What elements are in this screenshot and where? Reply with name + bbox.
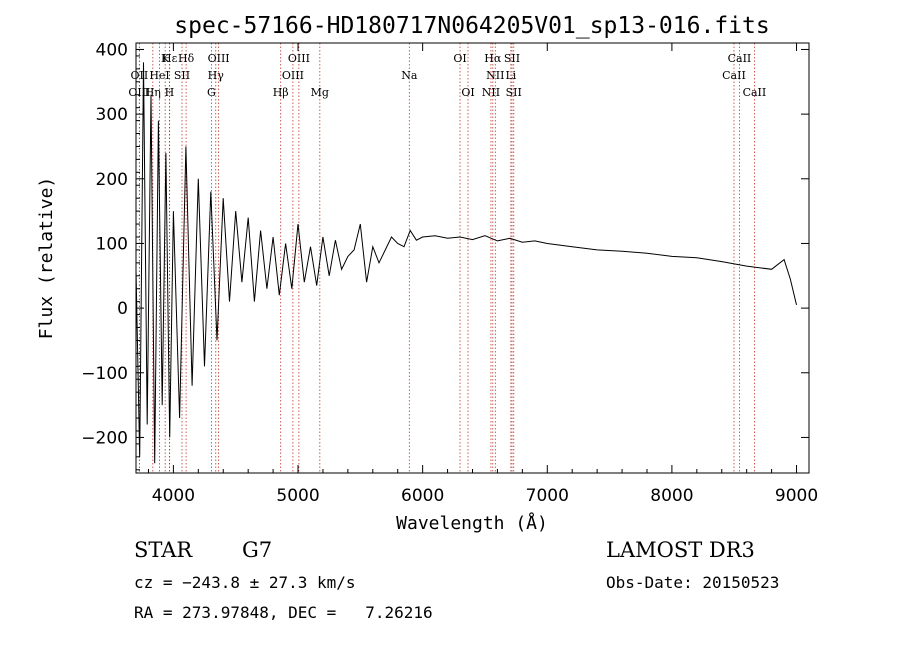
y-tick-label: −100 xyxy=(81,364,128,384)
x-tick-label: 4000 xyxy=(152,486,195,506)
spectral-line-label: Hη xyxy=(145,86,161,99)
spectral-line-label: Hα xyxy=(484,52,502,65)
spectral-line-label: NII xyxy=(486,69,504,82)
chart-title: spec-57166-HD180717N064205V01_sp13-016.f… xyxy=(174,13,769,39)
spectral-line-label: Hγ xyxy=(208,69,225,82)
spectral-line-label: CaII xyxy=(743,86,767,99)
spectral-line-label: K xyxy=(161,52,170,65)
y-tick-label: −200 xyxy=(81,428,128,448)
x-tick-label: 7000 xyxy=(526,486,569,506)
spectral-line-label: CaII xyxy=(728,52,752,65)
spectral-line-label: Hβ xyxy=(273,86,289,99)
survey-name: LAMOST DR3 xyxy=(606,538,755,562)
spectral-line-markers xyxy=(138,43,755,473)
obs-date: Obs-Date: 20150523 xyxy=(606,573,780,592)
spectral-line-label: Li xyxy=(505,69,516,82)
spectral-line-label: HeI xyxy=(149,69,169,82)
plot-frame xyxy=(135,42,810,474)
spectral-line-label: OI xyxy=(453,52,466,65)
spectral-line-label: OI xyxy=(461,86,474,99)
spectral-line-label: SII xyxy=(504,52,520,65)
x-tick-label: 9000 xyxy=(775,486,818,506)
spectral-line-label: OIII xyxy=(288,52,310,65)
coordinates: RA = 273.97848, DEC = 7.26216 xyxy=(134,603,433,622)
x-tick-label: 6000 xyxy=(401,486,444,506)
y-tick-label: 100 xyxy=(96,234,128,254)
spectral-line-label: Hε xyxy=(162,52,178,65)
spectral-line-label: OIII xyxy=(282,69,304,82)
spectral-line-label: SII xyxy=(174,69,190,82)
spectral-line-label: Na xyxy=(401,69,418,82)
x-axis-label: Wavelength (Å) xyxy=(396,512,548,534)
x-tick-label: 8000 xyxy=(650,486,693,506)
y-axis: −200 −100 0 100 200 300 400 xyxy=(81,40,809,471)
spectral-line-label: CaII xyxy=(722,69,746,82)
spectral-line-label: H xyxy=(165,86,175,99)
x-axis: 4000 5000 6000 7000 8000 9000 xyxy=(147,43,818,506)
spectral-line-label: G xyxy=(207,86,216,99)
y-tick-label: 0 xyxy=(117,299,128,319)
flux-series xyxy=(135,62,797,464)
spectral-line-label: NII xyxy=(482,86,500,99)
spectral-line-label: Mg xyxy=(311,86,329,99)
spectral-line-label: OIII xyxy=(128,86,150,99)
spectral-line-label: Hδ xyxy=(178,52,195,65)
y-tick-label: 300 xyxy=(96,105,128,125)
object-class: STAR xyxy=(134,538,193,562)
y-axis-label: Flux (relative) xyxy=(36,177,57,340)
y-tick-label: 200 xyxy=(96,170,128,190)
subclass: G7 xyxy=(242,538,273,562)
spectral-line-label: OIII xyxy=(208,52,230,65)
spectral-line-label: SII xyxy=(506,86,522,99)
flux-series-line xyxy=(135,62,797,464)
redshift-cz: cz = −243.8 ± 27.3 km/s xyxy=(134,573,356,592)
x-tick-label: 5000 xyxy=(276,486,319,506)
y-tick-label: 400 xyxy=(96,40,128,60)
spectral-line-label: OII xyxy=(131,69,149,82)
